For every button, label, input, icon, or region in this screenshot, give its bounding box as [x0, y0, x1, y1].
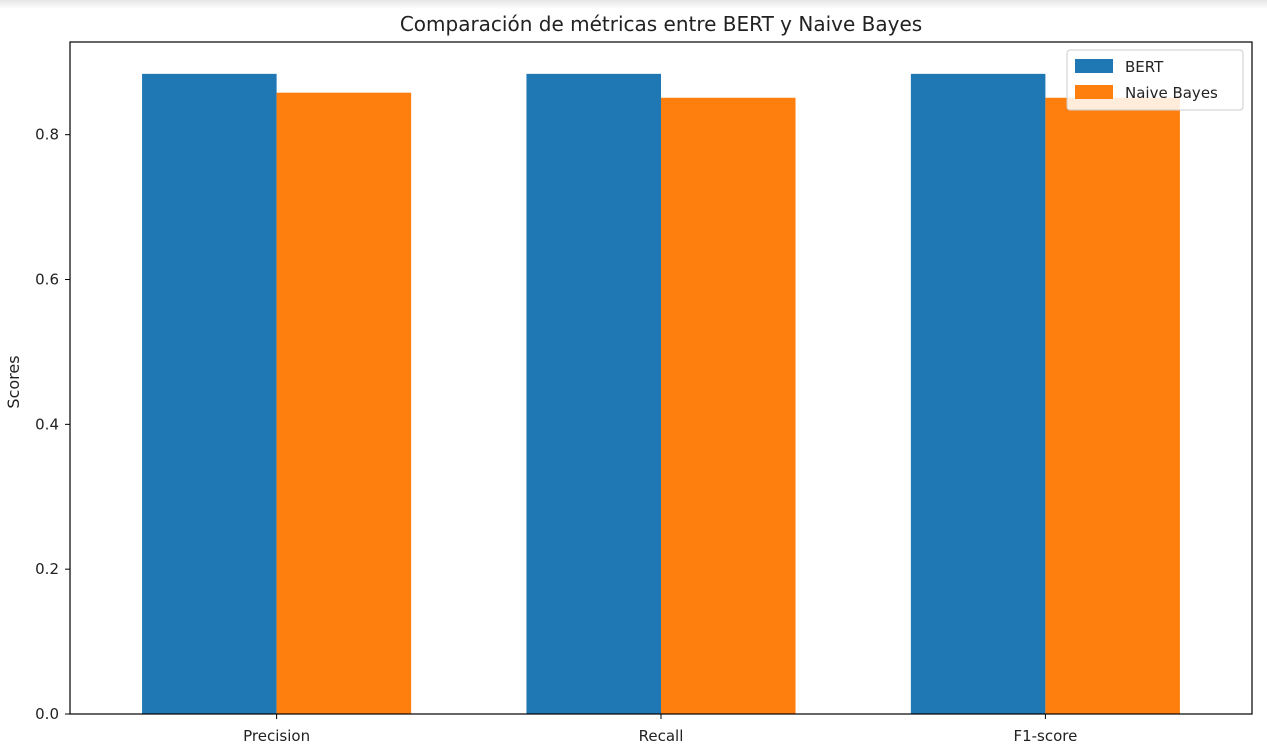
y-tick-label: 0.0: [35, 705, 59, 723]
y-tick-label: 0.8: [35, 126, 59, 144]
y-axis-label: Scores: [4, 355, 23, 408]
bar-naive-bayes-f1-score: [1045, 97, 1180, 715]
y-ticks-group: 0.0 0.2 0.4 0.6 0.8: [35, 126, 70, 723]
bars-group: [142, 73, 1180, 715]
x-tick-label: Precision: [243, 727, 310, 745]
x-tick-label: Recall: [639, 727, 684, 745]
plot-frame: [69, 41, 1253, 715]
y-tick-label: 0.6: [35, 271, 59, 289]
bar-bert-recall: [526, 73, 661, 715]
y-tick-label: 0.4: [35, 415, 59, 433]
legend-label: BERT: [1125, 58, 1164, 76]
bar-bert-precision: [142, 73, 277, 715]
legend-swatch: [1075, 59, 1113, 73]
bar-naive-bayes-recall: [661, 97, 796, 715]
y-tick-label: 0.2: [35, 560, 59, 578]
x-ticks-group: Precision Recall F1-score: [243, 714, 1077, 745]
bar-naive-bayes-precision: [276, 92, 412, 715]
legend-label: Naive Bayes: [1125, 84, 1218, 102]
chart-title: Comparación de métricas entre BERT y Nai…: [400, 12, 922, 36]
legend: BERT Naive Bayes: [1066, 49, 1244, 111]
window-top-strip: [0, 0, 1267, 9]
x-tick-label: F1-score: [1013, 727, 1077, 745]
legend-swatch: [1075, 85, 1113, 99]
bar-bert-f1-score: [910, 73, 1046, 715]
